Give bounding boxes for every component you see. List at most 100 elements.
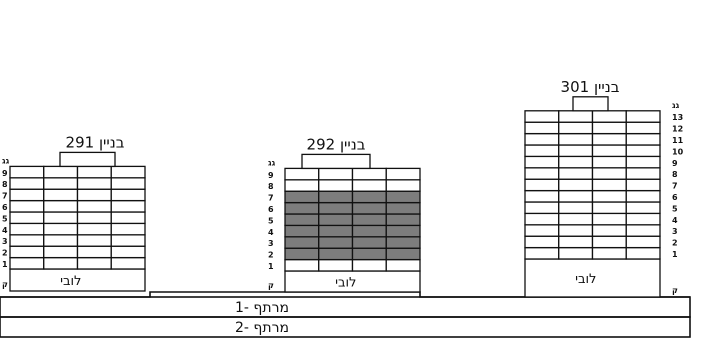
lobby-label: לובי — [335, 276, 356, 291]
floor-cell — [558, 132, 594, 146]
floor-cell — [625, 235, 661, 249]
floor-cell — [110, 199, 146, 213]
floor-cell — [284, 179, 320, 192]
floor-cell — [9, 165, 45, 179]
floor-cell — [76, 188, 112, 202]
building-title: בניין 291 — [66, 133, 125, 151]
roof-structure — [59, 151, 116, 168]
floor-label: 10 — [672, 147, 684, 156]
floor-cell — [591, 212, 627, 226]
floor-cell — [385, 224, 421, 238]
floor-cell — [43, 177, 79, 190]
floor-cell — [591, 178, 627, 192]
floor-cell — [625, 132, 661, 146]
floor-cell — [524, 144, 560, 158]
lobby-label: לובי — [575, 272, 596, 287]
floor-cell — [351, 236, 387, 249]
floor-cell — [351, 179, 387, 192]
floor-cell — [110, 211, 146, 225]
floor-cell — [284, 201, 320, 215]
floor-cell — [625, 201, 661, 215]
floor-cell — [385, 167, 421, 181]
floor-cell — [351, 213, 387, 227]
floor-cell — [318, 247, 354, 261]
floor-label: 2 — [268, 251, 274, 260]
floor-cell — [591, 155, 627, 169]
floor-cell — [625, 246, 661, 260]
building-title: בניין 301 — [561, 78, 620, 96]
floor-cell — [9, 177, 45, 190]
floor-cell — [524, 189, 560, 203]
floor-cell — [558, 224, 594, 237]
floor-cell — [591, 121, 627, 135]
floor-cell — [385, 190, 421, 204]
floor-cell — [558, 212, 594, 226]
floor-cell — [351, 258, 387, 272]
floor-cell — [558, 110, 594, 123]
floor-cell — [524, 246, 560, 260]
floor-cell — [591, 132, 627, 146]
floor-cell — [524, 167, 560, 180]
floor-cell — [591, 246, 627, 260]
floor-cell — [524, 110, 560, 123]
roof-structure — [572, 96, 609, 112]
floor-label: 5 — [672, 204, 678, 213]
floor-cell — [284, 224, 320, 238]
floor-cell — [43, 199, 79, 213]
floor-cell — [558, 178, 594, 192]
basement-1-label: מרתף -1 — [235, 300, 289, 316]
lobby-floor — [524, 258, 661, 298]
floor-cell — [351, 167, 387, 181]
floor-cell — [524, 121, 560, 135]
floor-cell — [558, 144, 594, 158]
floor-cell — [9, 234, 45, 247]
floor-cell — [591, 189, 627, 203]
floor-cell — [318, 179, 354, 192]
floor-cell — [110, 245, 146, 259]
basement-2 — [0, 316, 691, 338]
floor-label: גג — [672, 101, 680, 110]
floor-label: 1 — [2, 260, 8, 269]
floor-cell — [9, 245, 45, 259]
floor-label: ק — [2, 280, 8, 289]
floor-cell — [43, 188, 79, 202]
floor-cell — [625, 189, 661, 203]
floor-label: 3 — [672, 227, 678, 236]
floor-cell — [524, 132, 560, 146]
floor-cell — [591, 144, 627, 158]
floor-cell — [591, 110, 627, 123]
floor-label: 4 — [2, 226, 8, 235]
floor-label: 2 — [672, 239, 678, 248]
roof-structure — [301, 153, 371, 170]
floor-label: 2 — [2, 249, 8, 258]
floor-cell — [43, 234, 79, 247]
floor-cell — [9, 256, 45, 270]
floor-cell — [76, 256, 112, 270]
floor-label: גג — [268, 158, 276, 167]
floor-label: 11 — [672, 136, 684, 145]
floor-cell — [43, 222, 79, 236]
floor-cell — [76, 245, 112, 259]
floor-cell — [625, 212, 661, 226]
floor-cell — [385, 201, 421, 215]
floor-cell — [591, 201, 627, 215]
floor-cell — [524, 155, 560, 169]
floor-label: 13 — [672, 113, 683, 122]
floor-cell — [43, 211, 79, 225]
floor-cell — [558, 167, 594, 180]
floor-cell — [284, 167, 320, 181]
floor-cell — [351, 224, 387, 238]
building-title: בניין 292 — [307, 135, 366, 153]
floor-cell — [76, 165, 112, 179]
floor-label: 7 — [2, 192, 8, 201]
floor-cell — [318, 190, 354, 204]
floor-cell — [558, 246, 594, 260]
floor-cell — [43, 165, 79, 179]
floor-cell — [625, 167, 661, 180]
floor-label: 9 — [268, 171, 274, 180]
lobby-label: לובי — [60, 274, 81, 289]
floor-cell — [558, 189, 594, 203]
floor-label: 6 — [672, 193, 678, 202]
floor-cell — [625, 144, 661, 158]
